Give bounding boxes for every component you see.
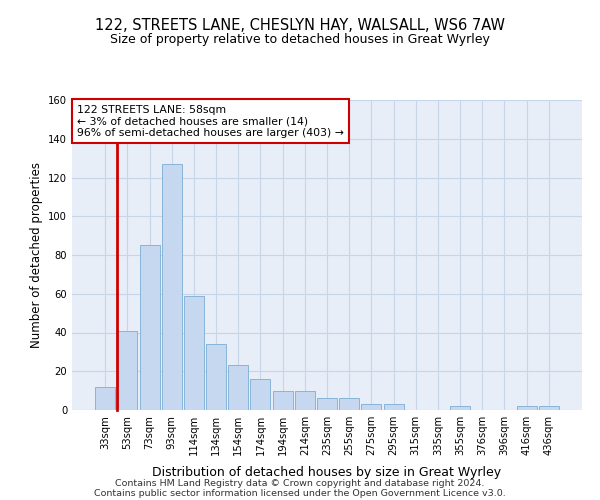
Text: Size of property relative to detached houses in Great Wyrley: Size of property relative to detached ho…: [110, 32, 490, 46]
Bar: [250, 379, 271, 410]
Text: 122, STREETS LANE, CHESLYN HAY, WALSALL, WS6 7AW: 122, STREETS LANE, CHESLYN HAY, WALSALL,…: [95, 18, 505, 32]
Bar: [162, 164, 182, 410]
Text: Contains public sector information licensed under the Open Government Licence v3: Contains public sector information licen…: [94, 488, 506, 498]
Y-axis label: Number of detached properties: Number of detached properties: [29, 162, 43, 348]
Bar: [95, 387, 115, 410]
Bar: [450, 406, 470, 410]
Bar: [339, 398, 359, 410]
Bar: [317, 398, 337, 410]
Bar: [539, 406, 559, 410]
X-axis label: Distribution of detached houses by size in Great Wyrley: Distribution of detached houses by size …: [152, 466, 502, 479]
Bar: [517, 406, 536, 410]
Bar: [184, 296, 204, 410]
Bar: [118, 330, 137, 410]
Text: Contains HM Land Registry data © Crown copyright and database right 2024.: Contains HM Land Registry data © Crown c…: [115, 478, 485, 488]
Bar: [228, 366, 248, 410]
Bar: [140, 246, 160, 410]
Bar: [272, 390, 293, 410]
Text: 122 STREETS LANE: 58sqm
← 3% of detached houses are smaller (14)
96% of semi-det: 122 STREETS LANE: 58sqm ← 3% of detached…: [77, 104, 344, 138]
Bar: [361, 404, 382, 410]
Bar: [383, 404, 404, 410]
Bar: [295, 390, 315, 410]
Bar: [206, 344, 226, 410]
